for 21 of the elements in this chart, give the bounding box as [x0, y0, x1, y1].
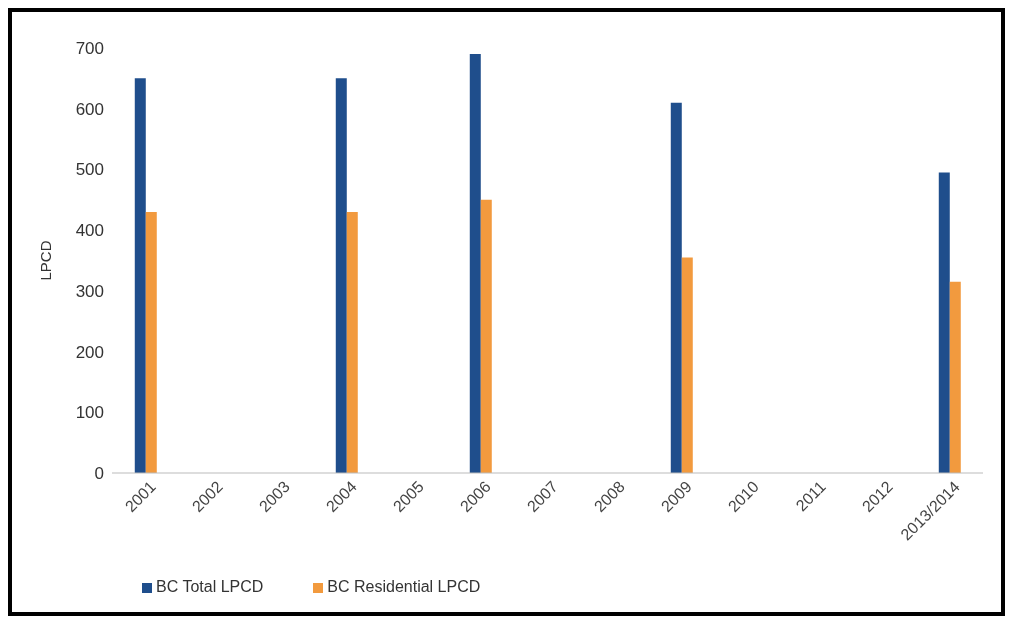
bar	[670, 102, 682, 473]
bar	[681, 257, 693, 473]
legend-label: BC Residential LPCD	[327, 578, 481, 595]
y-tick-label: 600	[75, 99, 104, 119]
bar	[335, 78, 347, 473]
y-tick-label: 300	[75, 281, 104, 301]
bar	[949, 281, 961, 473]
bar	[346, 211, 358, 473]
y-tick-label: 200	[75, 342, 104, 362]
bar	[480, 199, 492, 473]
y-tick-label: 100	[75, 403, 104, 423]
bar	[134, 78, 146, 473]
bar	[469, 54, 481, 473]
y-axis-title: LPCD	[37, 240, 55, 281]
y-tick-label: 0	[94, 464, 104, 484]
legend-label: BC Total LPCD	[156, 578, 264, 595]
y-tick-label: 700	[75, 39, 104, 59]
y-tick-label: 500	[75, 160, 104, 180]
bar	[145, 211, 157, 473]
y-tick-label: 400	[75, 221, 104, 241]
bar	[938, 172, 950, 473]
